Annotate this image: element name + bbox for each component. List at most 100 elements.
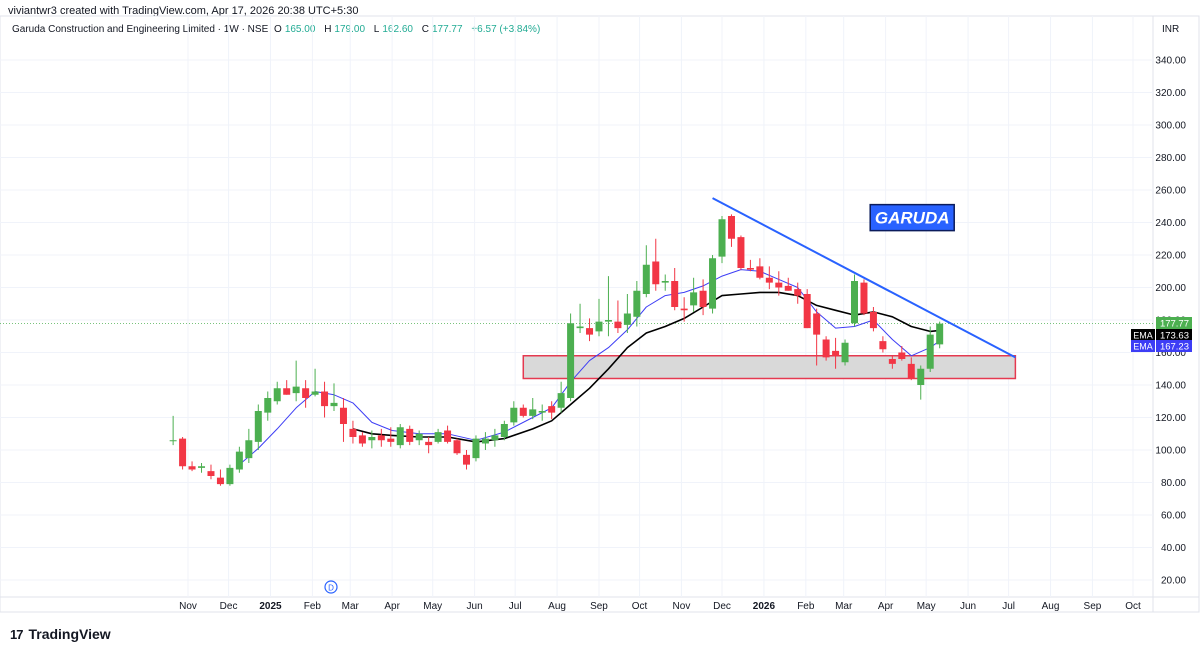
candle bbox=[216, 469, 224, 486]
candle-body bbox=[765, 277, 773, 283]
candle bbox=[434, 428, 442, 444]
candle-body bbox=[481, 438, 489, 444]
candle-body bbox=[406, 428, 414, 442]
x-tick-label: Aug bbox=[1042, 601, 1060, 612]
candle bbox=[661, 274, 669, 291]
candle bbox=[917, 365, 925, 400]
candle bbox=[775, 271, 783, 296]
candle-body bbox=[444, 430, 452, 442]
candle-body bbox=[396, 427, 404, 446]
candle-body bbox=[557, 393, 565, 408]
candle bbox=[851, 274, 859, 327]
candle-body bbox=[500, 424, 508, 437]
candle bbox=[245, 428, 253, 463]
candle-body bbox=[898, 352, 906, 359]
candle-body bbox=[784, 285, 792, 291]
open-value: O 165.00 bbox=[274, 24, 316, 35]
candle-body bbox=[794, 289, 802, 296]
candle bbox=[311, 368, 319, 397]
y-tick-label: 260.00 bbox=[1155, 186, 1186, 197]
candle bbox=[642, 245, 650, 298]
candle-body bbox=[841, 342, 849, 363]
candle-body bbox=[273, 388, 281, 402]
candle bbox=[254, 404, 262, 450]
candle-body bbox=[207, 471, 215, 476]
y-tick-label: 20.00 bbox=[1161, 576, 1186, 587]
x-tick-label: May bbox=[917, 601, 936, 612]
candle-body bbox=[302, 388, 310, 398]
candle-body bbox=[188, 466, 196, 470]
candle bbox=[273, 381, 281, 405]
x-tick-label: Sep bbox=[590, 601, 608, 612]
overlays: GARUDA D 177.77 EMA 173.63 EMA 167.23 bbox=[324, 203, 1192, 594]
dividend-marker: D bbox=[324, 580, 338, 594]
candle-body bbox=[330, 402, 338, 407]
candle-body bbox=[879, 341, 887, 350]
candle bbox=[453, 438, 461, 455]
y-tick-label: 320.00 bbox=[1155, 88, 1186, 99]
candle bbox=[709, 255, 717, 314]
candle-body bbox=[869, 311, 877, 329]
y-tick-label: 300.00 bbox=[1155, 121, 1186, 132]
x-tick-label: Feb bbox=[304, 601, 322, 612]
x-tick-label: Jul bbox=[509, 601, 522, 612]
x-tick-label: Aug bbox=[548, 601, 566, 612]
change-value: +6.57 (+3.84%) bbox=[471, 24, 541, 35]
candle bbox=[179, 437, 187, 470]
trendline bbox=[712, 197, 1016, 359]
candle-body bbox=[699, 290, 707, 307]
candle bbox=[936, 321, 944, 349]
candle bbox=[860, 279, 868, 316]
candle bbox=[538, 404, 546, 421]
y-tick-label: 140.00 bbox=[1155, 381, 1186, 392]
candle-body bbox=[680, 308, 688, 311]
candle-body bbox=[368, 437, 376, 441]
candle bbox=[529, 398, 537, 420]
axes: 20.00 40.00 60.00 80.00 100.00 120.00 140.00 16… bbox=[179, 56, 1186, 613]
candle bbox=[746, 259, 754, 272]
candle-body bbox=[491, 435, 499, 441]
ema-slow-tag-label-bg bbox=[1131, 329, 1155, 341]
garuda-label-text: GARUDA bbox=[875, 209, 950, 228]
candle bbox=[406, 425, 414, 446]
candle bbox=[396, 424, 404, 449]
candle bbox=[794, 282, 802, 304]
candle bbox=[415, 430, 423, 446]
candle-body bbox=[472, 438, 480, 459]
symbol-title: Garuda Construction and Engineering Limi… bbox=[12, 24, 269, 35]
candle bbox=[869, 307, 877, 332]
candle bbox=[586, 318, 594, 342]
y-tick-label: 200.00 bbox=[1155, 283, 1186, 294]
tradingview-logo[interactable]: 17 TradingView bbox=[10, 626, 111, 642]
candle-body bbox=[510, 407, 518, 423]
candle-body bbox=[425, 441, 433, 446]
x-tick-label: Mar bbox=[835, 601, 853, 612]
candle bbox=[756, 258, 764, 280]
chart-credit: viviantwr3 created with TradingView.com,… bbox=[8, 5, 359, 17]
candle bbox=[358, 432, 366, 447]
candle-body bbox=[718, 219, 726, 257]
candle bbox=[226, 464, 234, 486]
x-tick-label: 2026 bbox=[753, 601, 776, 612]
candle bbox=[784, 277, 792, 291]
candle-body bbox=[746, 268, 754, 270]
candle bbox=[604, 276, 612, 337]
support-zone bbox=[522, 355, 1017, 380]
candle bbox=[207, 464, 215, 480]
candle bbox=[472, 435, 480, 462]
candle-body bbox=[462, 454, 470, 465]
y-tick-label: 220.00 bbox=[1155, 251, 1186, 262]
candle-body bbox=[576, 326, 584, 329]
x-tick-label: Mar bbox=[342, 601, 360, 612]
ema-fast-tag: EMA 167.23 bbox=[1131, 340, 1192, 353]
candle bbox=[198, 463, 206, 473]
candle-body bbox=[453, 440, 461, 454]
candle-body bbox=[851, 281, 859, 324]
x-tick-label: 2025 bbox=[259, 601, 282, 612]
candle-body bbox=[548, 406, 556, 413]
dividend-marker-letter: D bbox=[328, 584, 334, 593]
x-tick-label: Jun bbox=[960, 601, 976, 612]
x-tick-label: Feb bbox=[797, 601, 815, 612]
candle-body bbox=[652, 261, 660, 285]
